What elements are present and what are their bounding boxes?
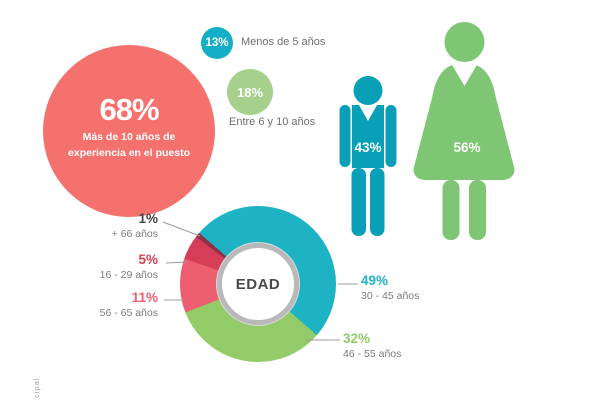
female-pct-label: 56% [453,140,481,155]
age-pct-30-45: 49% [361,273,389,288]
experience-pct-13: 13% [205,37,229,49]
edad-donut-hole: EDAD [217,243,299,325]
age-range-56-65: 56 - 65 años [99,306,158,319]
age-pct-56-65: 11% [131,290,158,305]
male-figure-icon [339,76,397,236]
age-range-16-29: 16 - 29 años [99,268,158,281]
experience-label-line2: experiencia en el puesto [68,147,190,159]
age-label-16-29: 5% 16 - 29 años [58,252,158,281]
female-neck-notch [451,63,478,86]
experience-label-entre-6-10: Entre 6 y 10 años [229,116,316,128]
male-neck-notch [359,105,377,121]
experience-bubble-68: 68% Más de 10 años de experiencia en el … [43,45,215,217]
experience-label-menos-5: Menos de 5 años [241,36,326,48]
female-figure-icon [413,22,515,240]
age-range-30-45: 30 - 45 años [361,289,420,302]
watermark-text: cipal [32,377,41,398]
age-range-66plus: + 66 años [111,227,158,240]
experience-pct-18: 18% [236,84,264,100]
edad-donut: EDAD [180,206,336,362]
experience-bubble-18: 18% [227,69,273,115]
age-label-30-45: 49% 30 - 45 años [361,273,419,302]
age-label-66plus: 1% + 66 años [58,211,158,240]
age-range-46-55: 46 - 55 años [343,347,402,360]
experience-pct-68: 68% [99,91,159,127]
age-pct-46-55: 32% [343,331,371,346]
age-pct-16-29: 5% [138,252,158,267]
edad-center-label: EDAD [235,275,281,293]
experience-label-line1: Más de 10 años de [82,130,176,143]
experience-bubble-13: 13% [201,27,233,59]
age-pct-66plus: 1% [138,211,158,226]
age-label-56-65: 11% 56 - 65 años [58,290,158,319]
age-label-46-55: 32% 46 - 55 años [343,331,401,360]
male-pct-label: 43% [354,140,382,155]
